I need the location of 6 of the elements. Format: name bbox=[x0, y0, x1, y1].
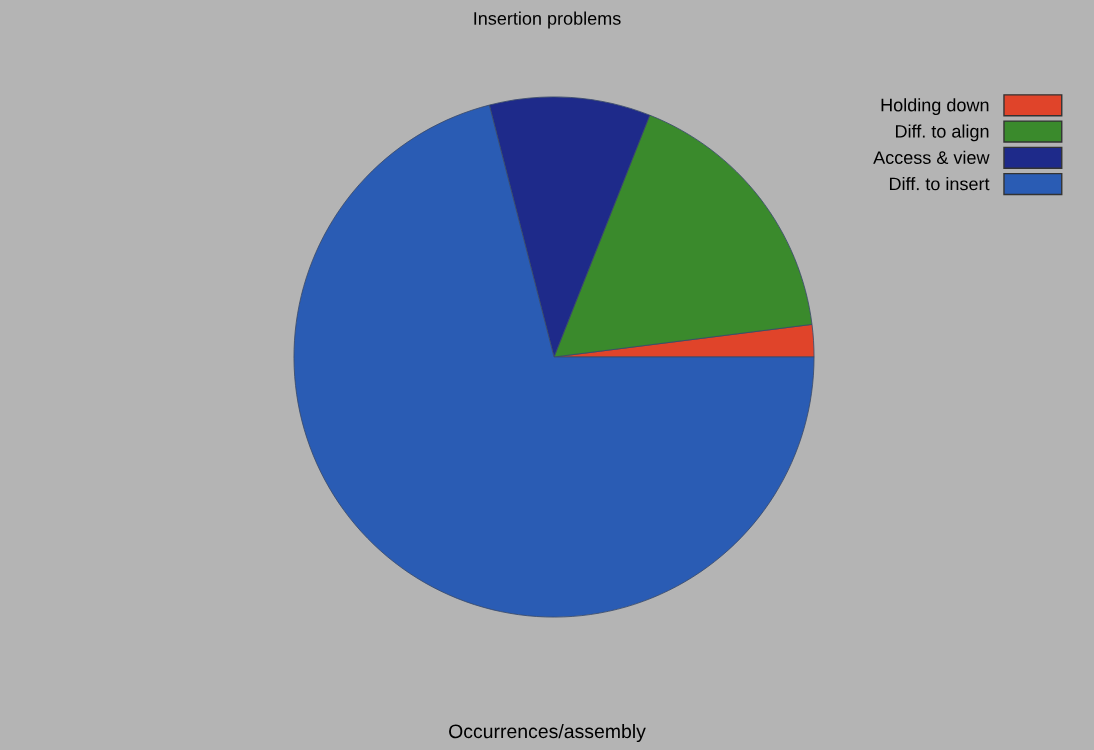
legend-label: Holding down bbox=[881, 98, 989, 116]
legend-label: Diff. to align bbox=[895, 124, 989, 142]
chart-title: Insertion problems bbox=[474, 11, 621, 29]
text: Occurrences/assembly bbox=[449, 723, 646, 743]
legend-label: Access & view bbox=[873, 150, 990, 164]
legend-label: Diff. to insert bbox=[889, 177, 990, 191]
